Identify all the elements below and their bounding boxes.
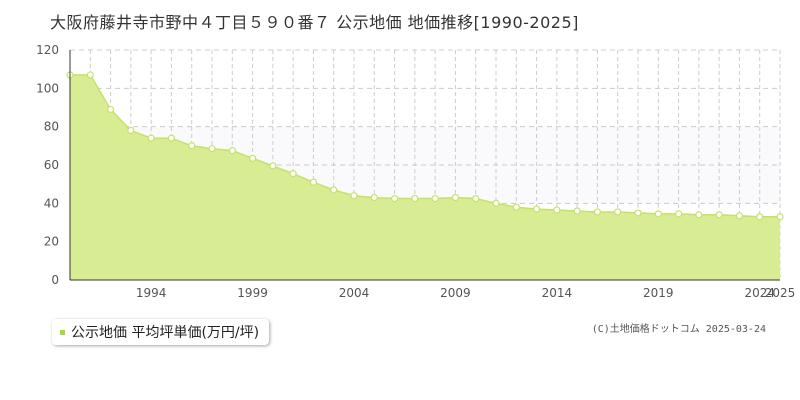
data-point (147, 134, 155, 142)
data-point (512, 203, 520, 211)
x-tick-label: 1999 (237, 286, 268, 300)
y-tick-label: 0 (51, 273, 59, 287)
data-point (492, 199, 500, 207)
y-tick-label: 100 (36, 81, 59, 95)
data-point (208, 145, 216, 153)
data-point (127, 126, 135, 135)
data-point (269, 162, 277, 170)
data-point (776, 213, 784, 221)
data-point (309, 178, 318, 186)
y-tick-label: 60 (44, 158, 59, 172)
data-point (695, 211, 703, 219)
data-point (431, 194, 439, 203)
data-point-markers (66, 71, 784, 221)
data-point (330, 186, 338, 194)
data-point (654, 210, 662, 218)
copyright-text: (C)土地価格ドットコム 2025-03-24 (591, 324, 766, 335)
data-point (390, 194, 399, 203)
legend-marker (60, 329, 65, 335)
x-tick-label: 1994 (136, 286, 167, 300)
x-tick-label: 2014 (542, 286, 573, 300)
x-tick-label: 2025 (765, 286, 796, 300)
data-point (167, 134, 176, 142)
data-point (634, 209, 642, 217)
data-point (228, 147, 236, 155)
axes (69, 50, 780, 281)
y-tick-label: 120 (36, 43, 59, 57)
x-tick-label: 2009 (440, 286, 471, 300)
data-point (451, 193, 460, 202)
legend-label: 公示地価 平均坪単価(万円/坪) (71, 325, 260, 341)
data-point (553, 206, 561, 214)
data-point (289, 170, 297, 178)
x-tick-label: 2024 (744, 286, 775, 300)
data-point (674, 210, 683, 218)
data-point (532, 205, 541, 213)
data-point (735, 212, 744, 220)
data-point (106, 105, 115, 114)
data-point (188, 142, 196, 150)
data-point (248, 154, 257, 162)
data-point (350, 192, 358, 200)
data-point (86, 71, 94, 79)
x-tick-label: 2004 (339, 286, 370, 300)
area-fill (70, 74, 780, 281)
data-point (614, 208, 622, 216)
data-point (370, 193, 378, 202)
data-point (756, 213, 764, 221)
y-tick-labels: 0 20 40 60 80 100 120 (36, 43, 59, 287)
data-point (593, 208, 602, 216)
data-point (573, 207, 581, 215)
y-tick-label: 80 (44, 120, 59, 134)
data-point (472, 194, 480, 203)
data-point (715, 211, 723, 219)
y-tick-label: 40 (44, 196, 59, 210)
y-tick-label: 20 (44, 235, 59, 249)
x-tick-label: 2019 (643, 286, 674, 300)
data-point (411, 194, 419, 203)
legend: 公示地価 平均坪単価(万円/坪) (52, 319, 270, 345)
chart-title: 大阪府藤井寺市野中４丁目５９０番７ 公示地価 地価推移[1990-2025] (50, 13, 579, 32)
